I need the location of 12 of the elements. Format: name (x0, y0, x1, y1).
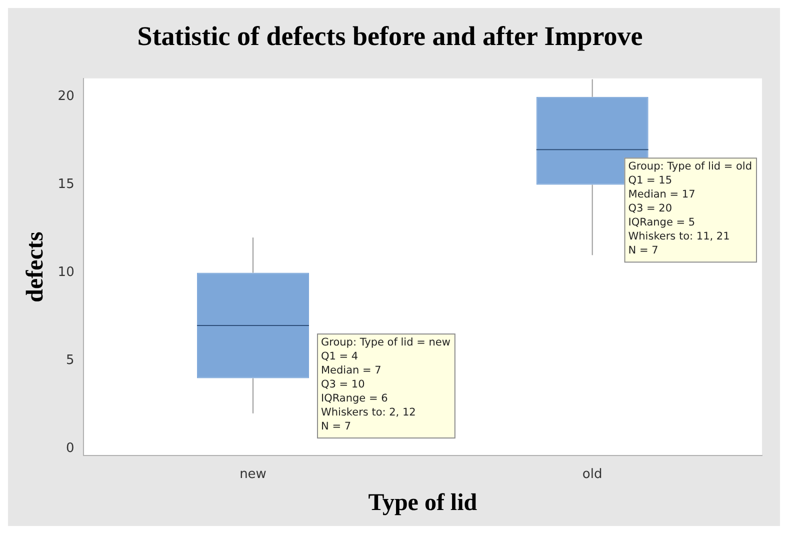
y-axis-title: defects (22, 232, 49, 302)
x-tick-label: new (240, 466, 267, 482)
annotation: Group: Type of lid = new Q1 = 4 Median = 7 Q3 = 10 IQRange = 6 Whiskers to: 2, 12 N = 7 (320, 336, 451, 432)
x-tick-label: old (582, 466, 602, 482)
y-tick-label: 5 (66, 353, 74, 368)
y-tick-label: 10 (58, 265, 74, 280)
chart-title: Statistic of defects before and after Improve (137, 21, 643, 52)
y-tick-label: 15 (58, 177, 74, 192)
annotation: Group: Type of lid = old Q1 = 15 Median = 17 Q3 = 20 IQRange = 5 Whiskers to: 11, 21 N = 7 (628, 160, 752, 257)
x-axis-title: Type of lid (368, 490, 478, 516)
y-tick-label: 0 (66, 440, 74, 456)
y-tick-label: 20 (58, 89, 74, 104)
